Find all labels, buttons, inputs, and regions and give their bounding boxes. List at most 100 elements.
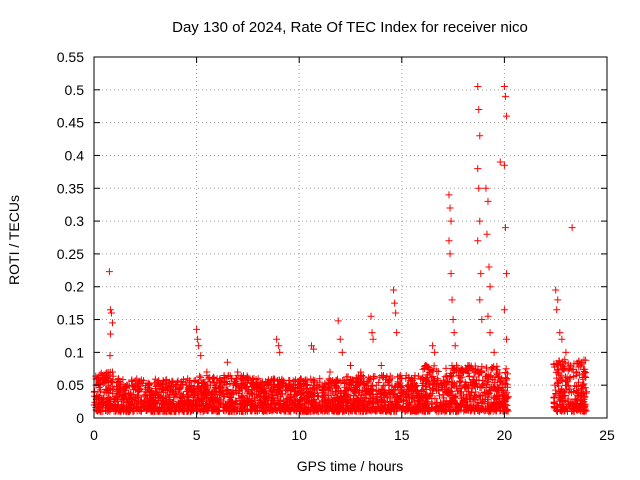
data-point xyxy=(280,407,288,415)
data-point xyxy=(267,406,275,414)
data-point xyxy=(432,383,440,391)
data-point xyxy=(342,407,350,415)
data-point xyxy=(440,404,448,412)
data-point xyxy=(220,393,228,401)
data-point xyxy=(347,376,355,384)
data-point xyxy=(425,407,433,415)
data-point xyxy=(238,392,246,400)
data-point xyxy=(137,396,145,404)
data-point xyxy=(186,404,194,412)
data-point xyxy=(368,329,376,337)
data-point xyxy=(209,399,217,407)
data-point xyxy=(499,387,507,395)
data-point xyxy=(344,402,352,410)
data-point xyxy=(486,283,494,291)
data-point xyxy=(561,373,569,381)
data-point xyxy=(553,306,561,314)
data-point xyxy=(478,316,486,324)
y-axis-label: ROTI / TECUs xyxy=(6,195,22,285)
data-point xyxy=(97,377,105,385)
data-point xyxy=(362,389,370,397)
data-point xyxy=(182,381,190,389)
data-point xyxy=(309,403,317,411)
data-point xyxy=(413,403,421,411)
data-point xyxy=(104,381,112,389)
data-point xyxy=(267,387,275,395)
data-point xyxy=(205,374,213,382)
data-point xyxy=(386,388,394,396)
data-point xyxy=(296,401,304,409)
data-point xyxy=(425,368,433,376)
data-point xyxy=(343,385,351,393)
data-point xyxy=(405,390,413,398)
data-point xyxy=(568,224,576,232)
data-point xyxy=(246,392,254,400)
data-point xyxy=(486,329,494,337)
data-point xyxy=(445,191,453,199)
data-point xyxy=(359,373,367,381)
data-point xyxy=(218,390,226,398)
data-point xyxy=(377,361,385,369)
data-point xyxy=(193,382,201,390)
data-point xyxy=(570,372,578,380)
data-point xyxy=(396,371,404,379)
y-tick-label: 0.1 xyxy=(65,344,85,360)
data-point xyxy=(276,406,284,414)
data-point xyxy=(175,407,183,415)
data-point xyxy=(372,391,380,399)
data-point xyxy=(502,112,510,120)
data-point xyxy=(554,380,562,388)
data-point xyxy=(146,405,154,413)
data-point xyxy=(212,388,220,396)
data-point xyxy=(444,403,452,411)
data-point xyxy=(181,400,189,408)
data-point xyxy=(108,319,116,327)
data-point xyxy=(196,372,204,380)
data-point xyxy=(310,398,318,406)
data-point xyxy=(224,385,232,393)
x-tick-label: 10 xyxy=(291,427,307,443)
data-point xyxy=(143,407,151,415)
data-point xyxy=(461,378,469,386)
data-point xyxy=(398,386,406,394)
data-point xyxy=(445,237,453,245)
data-point xyxy=(109,372,117,380)
data-point xyxy=(491,376,499,384)
data-point xyxy=(412,386,420,394)
data-point xyxy=(413,387,421,395)
data-point xyxy=(226,379,234,387)
data-point xyxy=(95,400,103,408)
data-point xyxy=(564,395,572,403)
data-point xyxy=(318,406,326,414)
data-point xyxy=(208,406,216,414)
data-point xyxy=(478,399,486,407)
data-point xyxy=(361,395,369,403)
data-point xyxy=(441,407,449,415)
data-point xyxy=(258,386,266,394)
data-point xyxy=(471,405,479,413)
data-point xyxy=(484,378,492,386)
y-tick-label: 0.2 xyxy=(65,279,85,295)
data-point xyxy=(302,382,310,390)
data-point xyxy=(221,400,229,408)
data-point xyxy=(488,403,496,411)
x-tick-label: 15 xyxy=(394,427,410,443)
data-point xyxy=(478,406,486,414)
data-point xyxy=(145,386,153,394)
data-point xyxy=(406,377,414,385)
y-tick-label: 0.45 xyxy=(57,115,84,131)
data-point xyxy=(429,342,437,350)
chart-title: Day 130 of 2024, Rate Of TEC Index for r… xyxy=(172,19,528,36)
data-point xyxy=(197,405,205,413)
data-point xyxy=(578,385,586,393)
data-point xyxy=(553,374,561,382)
data-point xyxy=(339,392,347,400)
x-tick-label: 0 xyxy=(90,427,98,443)
data-point xyxy=(348,378,356,386)
data-point xyxy=(474,237,482,245)
data-point xyxy=(475,391,483,399)
data-point xyxy=(237,385,245,393)
data-point xyxy=(351,403,359,411)
data-point xyxy=(581,365,589,373)
data-point xyxy=(310,345,318,353)
